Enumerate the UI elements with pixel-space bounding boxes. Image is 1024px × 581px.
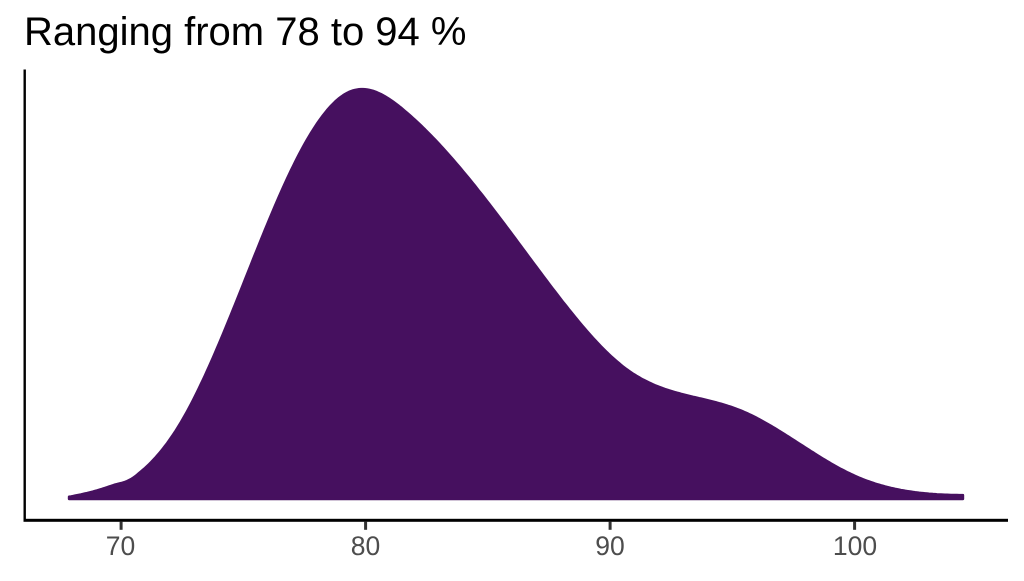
- svg-text:Ranging from 78 to 94 %: Ranging from 78 to 94 %: [24, 10, 466, 54]
- svg-text:90: 90: [595, 531, 624, 561]
- svg-text:80: 80: [351, 531, 380, 561]
- svg-text:70: 70: [106, 531, 135, 561]
- svg-text:100: 100: [833, 531, 877, 561]
